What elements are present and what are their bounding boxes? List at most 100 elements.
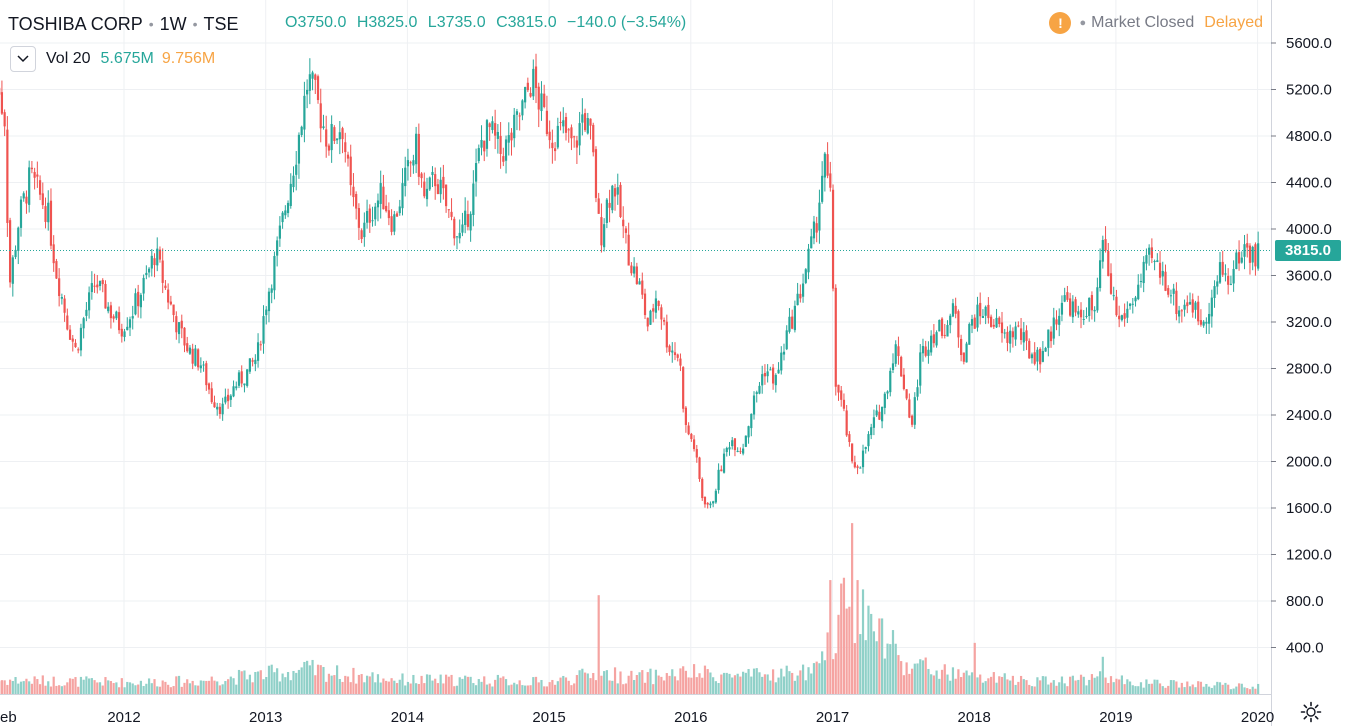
symbol-name: TOSHIBA CORP	[8, 13, 143, 34]
volume-bar	[1191, 684, 1194, 694]
candle-body	[41, 193, 44, 206]
candle-body	[1254, 244, 1257, 267]
volume-bar	[139, 680, 142, 694]
candle-body	[1069, 298, 1072, 316]
candle-body	[728, 447, 731, 450]
volume-bar	[1104, 677, 1107, 694]
volume-bar	[1022, 679, 1025, 694]
candle-body	[801, 283, 805, 297]
volume-bar	[267, 665, 271, 694]
volume-bar	[175, 676, 178, 694]
candle-body	[559, 121, 562, 123]
candle-body	[861, 450, 865, 468]
volume-bar	[229, 676, 232, 694]
candle-body	[594, 149, 598, 198]
volume-bar	[480, 681, 483, 694]
candle-body	[47, 202, 50, 223]
candle-body	[722, 453, 726, 473]
exclamation-icon[interactable]: !	[1049, 12, 1072, 34]
candle-body	[902, 374, 905, 390]
symbol-header[interactable]: TOSHIBA CORP • 1W • TSE	[8, 11, 239, 37]
volume-bar	[1003, 673, 1006, 694]
volume-bar	[71, 678, 74, 694]
volume-bar	[360, 674, 363, 694]
y-tick-label: 1200.0	[1286, 547, 1332, 564]
chart-grid	[0, 0, 1271, 694]
candle-body	[643, 293, 647, 316]
volume-bar	[891, 630, 895, 694]
volume-bar	[597, 595, 600, 694]
volume-bar	[3, 680, 6, 694]
candle-body	[638, 281, 641, 285]
market-status: ! ● Market Closed Delayed	[1049, 12, 1263, 34]
volume-bar	[395, 683, 399, 694]
candle-body	[191, 348, 194, 364]
candle-body	[398, 206, 401, 214]
volume-bar	[627, 675, 630, 694]
candle-body	[551, 142, 554, 149]
volume-bar	[671, 669, 674, 694]
volume-bar	[556, 681, 559, 694]
volume-bar	[259, 670, 262, 694]
candle-body	[684, 407, 687, 425]
candle-body	[30, 167, 33, 170]
volume-bar	[951, 667, 955, 694]
volume-bar	[1055, 685, 1058, 694]
volume-bar	[406, 681, 410, 694]
candle-body	[1006, 331, 1009, 343]
candle-body	[1123, 313, 1126, 319]
candle-body	[910, 415, 914, 425]
candle-body	[676, 354, 679, 358]
volume-bar	[6, 684, 9, 694]
volume-bar	[295, 672, 298, 694]
candle-body	[1115, 296, 1118, 316]
candle-body	[156, 248, 159, 266]
candle-body	[829, 173, 832, 188]
volume-bar	[265, 677, 268, 694]
candle-body	[567, 129, 570, 131]
volume-bar	[1115, 678, 1118, 694]
candle-body	[867, 434, 870, 447]
y-tick-label: 2400.0	[1286, 407, 1332, 424]
candle-body	[325, 129, 328, 147]
gear-icon[interactable]	[1300, 701, 1322, 723]
volume-bar	[545, 686, 549, 694]
candle-body	[930, 335, 933, 353]
volume-bar	[409, 683, 412, 694]
candle-body	[477, 148, 480, 162]
candle-body	[311, 72, 314, 79]
candle-body	[1248, 245, 1252, 263]
volume-bar	[829, 580, 832, 694]
time-axis[interactable]: eb 2012 2013 2014 2015 2016 2017 2018 2019 2020	[0, 709, 1274, 726]
candle-body	[232, 386, 235, 397]
volume-bar	[96, 682, 99, 694]
volume-bar	[763, 674, 767, 694]
volume-bar	[562, 675, 565, 694]
volume-bar	[880, 618, 884, 694]
volume-bar	[897, 655, 900, 694]
volume-bar	[123, 687, 126, 694]
candle-body	[889, 370, 892, 393]
volume-bar	[1131, 685, 1134, 694]
collapse-button[interactable]	[10, 46, 36, 72]
candle-body	[436, 184, 440, 194]
candle-body	[352, 186, 355, 198]
volume-bar	[191, 680, 194, 694]
volume-bar	[812, 663, 816, 694]
candle-body	[799, 293, 802, 299]
candle-body	[194, 348, 197, 366]
volume-bar	[25, 678, 28, 694]
volume-bar	[902, 675, 905, 694]
volume-bar	[613, 667, 617, 694]
volume-bar	[995, 682, 998, 694]
candle-body	[1251, 246, 1254, 263]
volume-bars	[0, 523, 1260, 694]
volume-bar	[684, 670, 687, 694]
price-axis[interactable]: 5600.0 5200.0 4800.0 4400.0 4000.0 3600.0 3200…	[1271, 35, 1332, 657]
volume-bar	[733, 675, 737, 694]
volume-bar	[88, 678, 91, 694]
candle-body	[338, 132, 341, 140]
volume-bar	[524, 685, 527, 694]
candle-body	[1169, 295, 1173, 297]
